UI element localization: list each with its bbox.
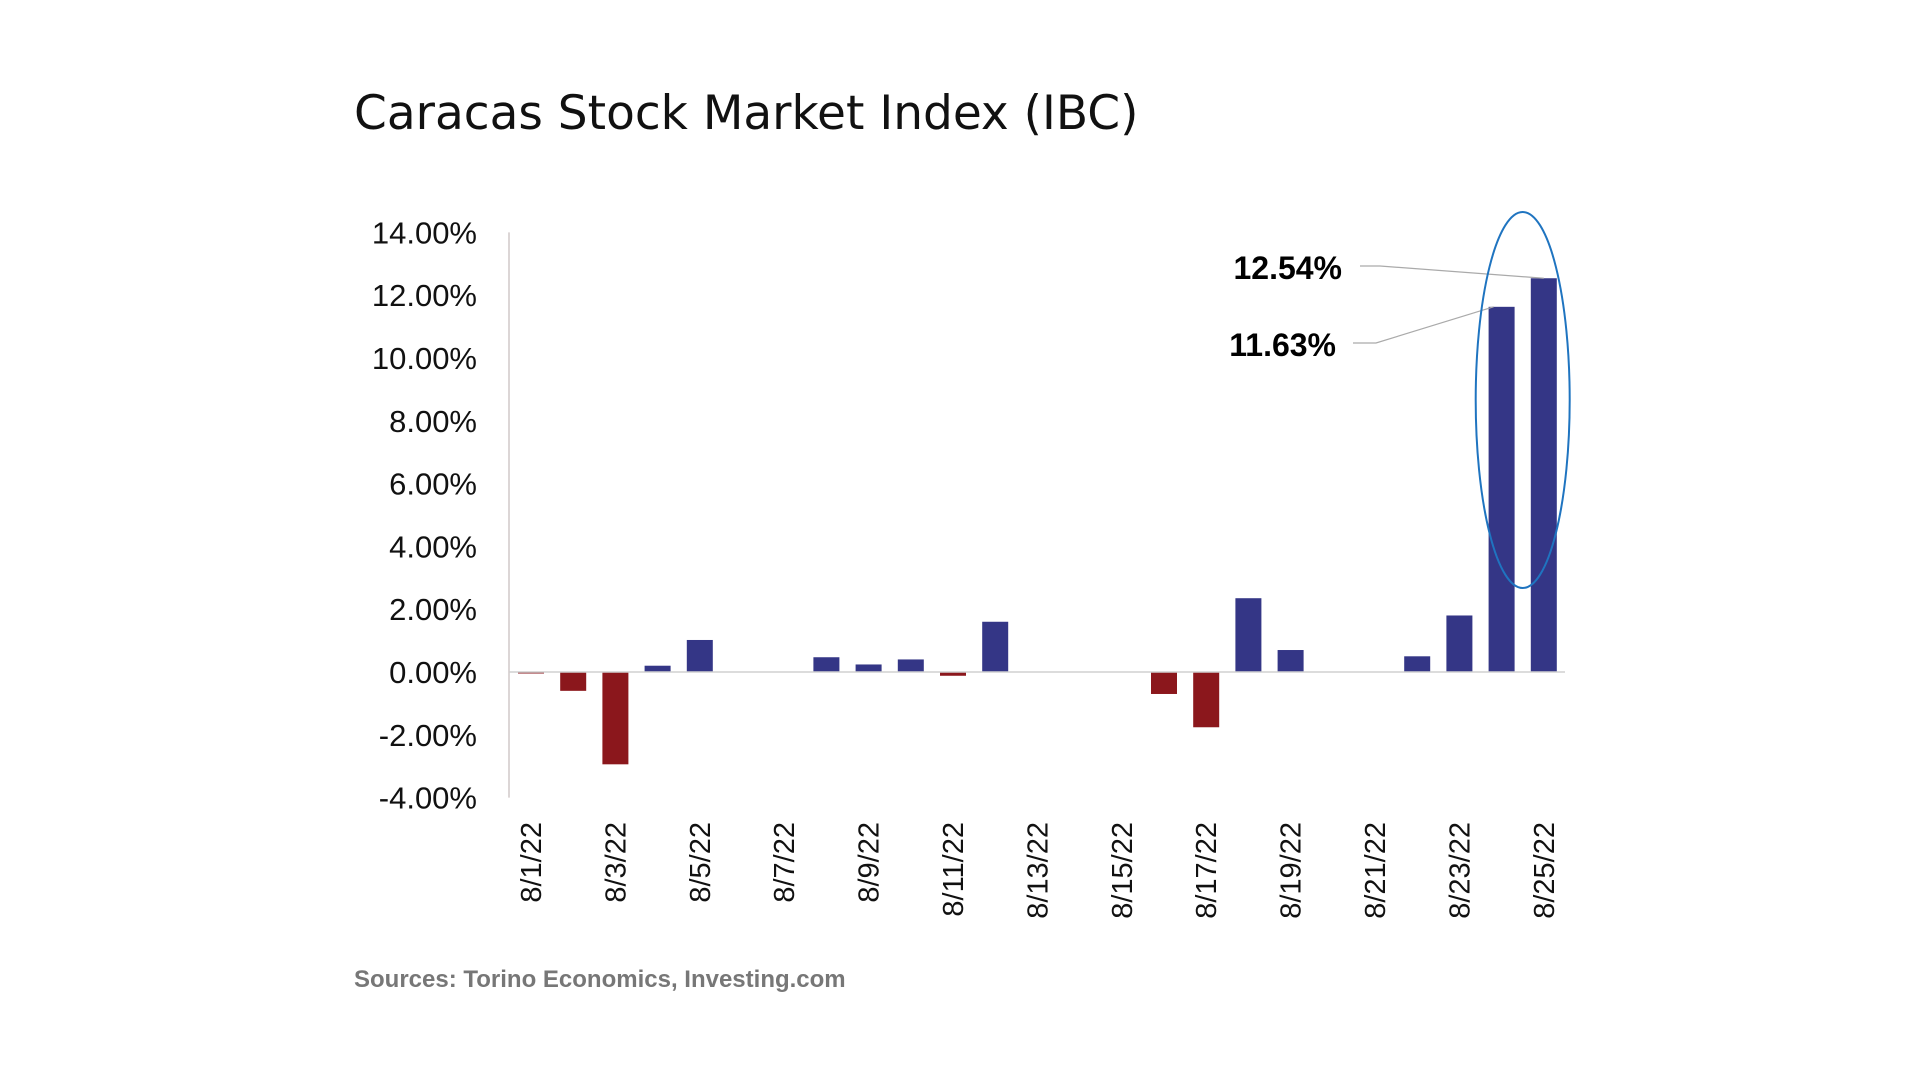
bar-8/24/22 [1488, 306, 1515, 672]
bar-8/9/22 [855, 664, 882, 672]
highlight-ellipse [1474, 211, 1571, 589]
x-tick-label: 8/11/22 [938, 822, 970, 917]
y-tick-label: 6.00% [389, 467, 477, 502]
bar-8/12/22 [982, 621, 1009, 672]
x-tick-label: 8/21/22 [1360, 822, 1392, 919]
bar-8/17/22 [1193, 672, 1220, 728]
x-tick-label: 8/23/22 [1444, 822, 1476, 919]
x-tick-label: 8/3/22 [600, 822, 632, 903]
bar-8/25/22 [1530, 278, 1557, 672]
y-tick-label: 4.00% [389, 529, 477, 564]
x-tick-label: 8/25/22 [1529, 822, 1561, 919]
bar-8/5/22 [686, 639, 713, 672]
bar-8/10/22 [897, 659, 924, 672]
chart-source: Sources: Torino Economics, Investing.com [354, 966, 846, 993]
leader-line [1353, 306, 1494, 344]
x-tick-label: 8/17/22 [1191, 822, 1223, 919]
x-tick-label: 8/9/22 [854, 822, 886, 903]
x-tick-label: 8/1/22 [516, 822, 548, 903]
y-tick-label: 0.00% [389, 655, 477, 690]
x-tick-label: 8/13/22 [1022, 822, 1054, 919]
x-tick-label: 8/5/22 [685, 822, 717, 903]
y-tick-label: 12.00% [372, 278, 477, 313]
bar-8/3/22 [602, 672, 629, 765]
y-tick-label: 10.00% [372, 341, 477, 376]
bar-8/4/22 [644, 665, 671, 672]
x-tick-label: 8/19/22 [1276, 822, 1308, 919]
y-tick-label: 8.00% [389, 404, 477, 439]
x-tick-label: 8/15/22 [1107, 822, 1139, 919]
y-tick-label: -2.00% [379, 718, 477, 753]
chart-title: Caracas Stock Market Index (IBC) [354, 86, 1139, 141]
bar-8/11/22 [940, 672, 966, 676]
bar-8/2/22 [560, 672, 587, 691]
bar-8/16/22 [1151, 672, 1177, 694]
bar-8/23/22 [1446, 615, 1473, 672]
y-tick-label: 2.00% [389, 592, 477, 627]
bar-8/22/22 [1404, 656, 1431, 672]
data-label: 11.63% [1229, 327, 1336, 363]
bar-8/8/22 [813, 657, 840, 672]
y-tick-label: 14.00% [372, 215, 477, 250]
x-tick-label: 8/7/22 [769, 822, 801, 903]
y-tick-label: -4.00% [379, 781, 477, 816]
bar-8/19/22 [1277, 650, 1304, 672]
bar-8/18/22 [1235, 598, 1262, 672]
leader-line [1360, 265, 1544, 279]
data-label: 12.54% [1233, 250, 1342, 286]
